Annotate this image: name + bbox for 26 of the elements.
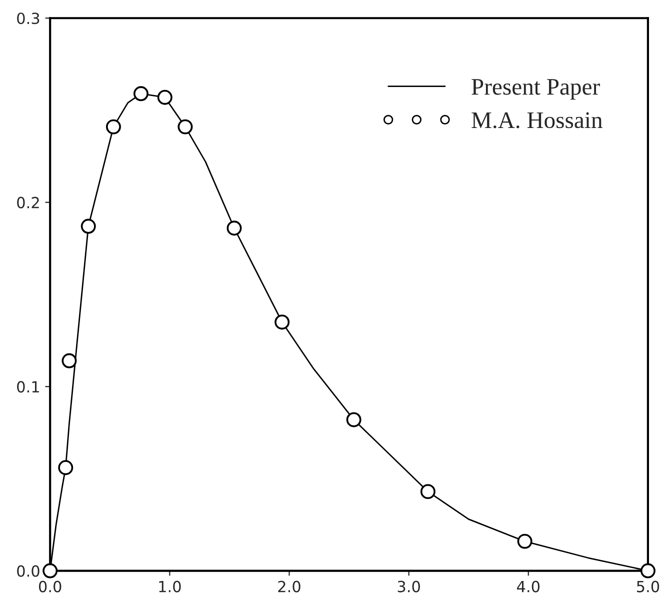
point (420, 484, 436, 500)
legend-label: Present Paper (472, 79, 600, 100)
x-tick-label: 2.0 (278, 580, 300, 592)
x-tick-label: 5.0 (636, 580, 660, 592)
legend-label: M.A. Hossain (472, 112, 602, 128)
point (517, 534, 532, 549)
y-tick-label: 0.1 (17, 381, 39, 393)
point (226, 220, 242, 236)
point (62, 353, 77, 368)
x-tick-label: 4.0 (516, 580, 540, 592)
point (106, 119, 121, 134)
y-tick-label: 0.3 (17, 12, 40, 24)
y-tick-label: 0.2 (17, 196, 39, 208)
point (58, 460, 74, 476)
point (157, 90, 172, 105)
point (346, 412, 362, 428)
point (640, 563, 656, 578)
y-tick-label: 0.0 (17, 565, 40, 577)
x-tick-label: 3.0 (398, 580, 420, 592)
x-tick-label: 1.0 (159, 580, 181, 592)
x-tick-label: 0.0 (38, 580, 62, 592)
point (80, 218, 96, 234)
point (42, 563, 58, 578)
point (274, 314, 290, 330)
point (178, 119, 193, 134)
point (133, 86, 148, 102)
